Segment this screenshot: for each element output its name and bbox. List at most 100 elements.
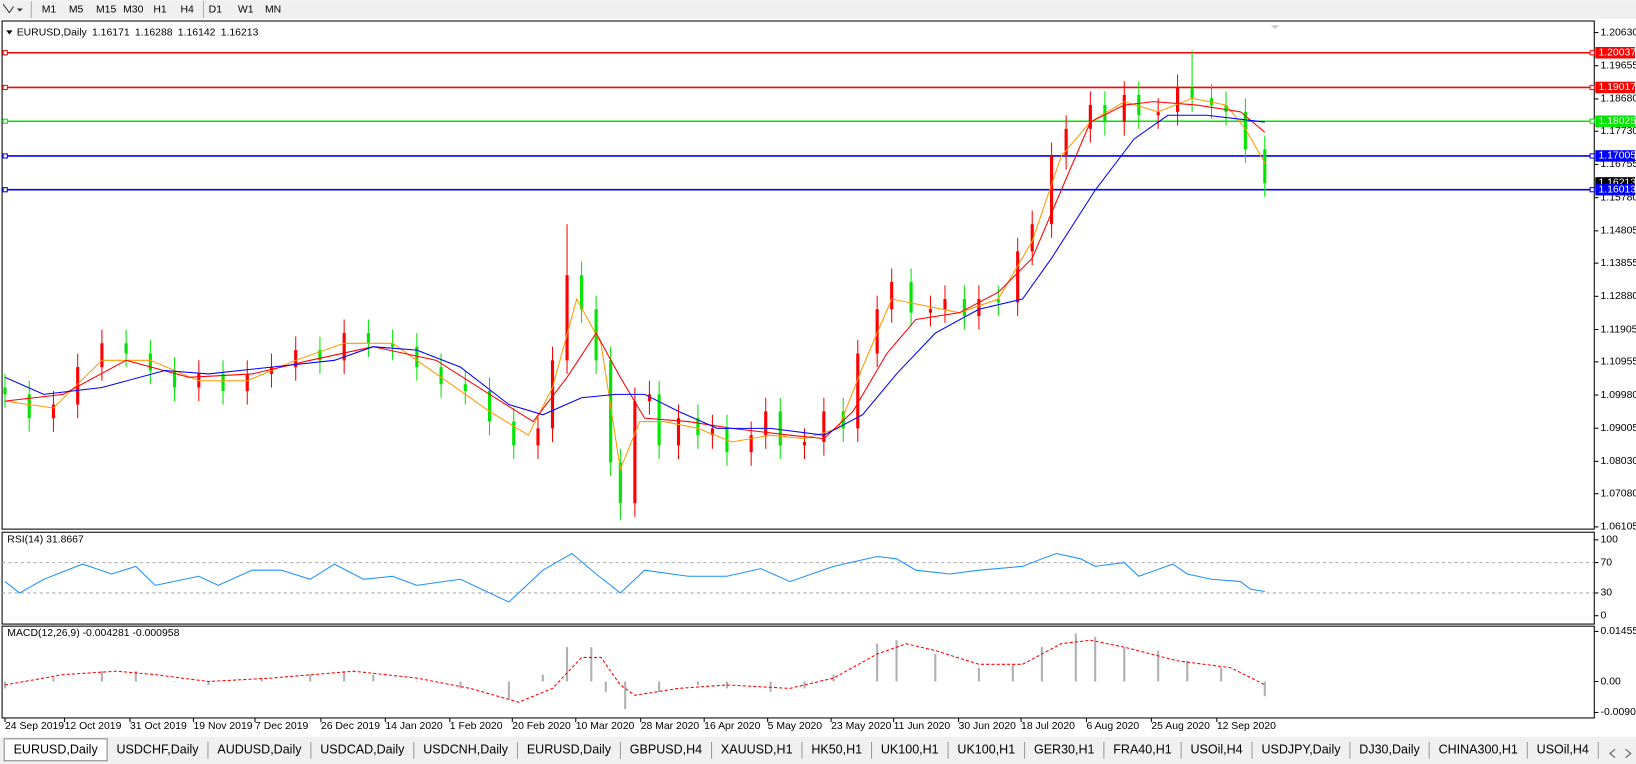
toolbar-dropdown[interactable] (16, 8, 23, 12)
level-handle (1589, 50, 1595, 56)
y-tick-label: 1.18680 (1601, 94, 1636, 105)
y-tick-label: 1.07080 (1601, 488, 1636, 499)
level-label: 1.17005 (1598, 151, 1636, 162)
tab-label[interactable]: USDCHF,Daily (117, 743, 200, 757)
macd-bar (725, 681, 728, 689)
tab[interactable]: GBPUSD,H4 (620, 739, 713, 761)
tab[interactable]: AUDUSD,Daily (208, 739, 312, 761)
tab[interactable]: USOil,H4 (1527, 739, 1599, 761)
ohlc-value: 1.16142 (178, 27, 216, 38)
candle-body (1176, 88, 1180, 112)
tab-label[interactable]: XAUUSD,H1 (721, 743, 793, 757)
tab-label[interactable]: USOil,H4 (1537, 743, 1589, 757)
macd-bar (977, 667, 980, 682)
macd-bar (415, 681, 418, 683)
candle-body (342, 333, 346, 361)
timeframe-button[interactable]: M1 (42, 4, 57, 15)
tab-label[interactable]: GER30,H1 (1034, 743, 1095, 757)
candle-body (1263, 149, 1267, 184)
tab[interactable]: CHINA300,H1 (1429, 739, 1528, 761)
candle-body (977, 299, 981, 317)
x-tick-label: 23 May 2020 (831, 721, 891, 732)
tab-label[interactable]: EURUSD,Daily (527, 743, 612, 757)
timeframe-button[interactable]: H4 (181, 4, 195, 15)
macd-bar (934, 654, 937, 682)
y-tick-label: 0.00 (1601, 676, 1621, 687)
level-label: 1.16013 (1598, 184, 1636, 195)
tab-label[interactable]: USOil,H4 (1190, 743, 1242, 757)
tab[interactable]: UK100,H1 (872, 739, 949, 761)
candle-body (618, 462, 622, 504)
macd-bar (1186, 660, 1189, 682)
candle-body (890, 282, 894, 310)
timeframe-button[interactable]: MN (265, 4, 281, 15)
macd-bar (309, 674, 312, 682)
x-tick-label: 16 Apr 2020 (704, 721, 760, 732)
macd-bar (624, 681, 627, 710)
tab[interactable]: USOil,H4 (1181, 739, 1253, 761)
toolbar-icon[interactable] (2, 3, 14, 14)
tab[interactable]: USDJPY,Daily (1252, 739, 1351, 761)
macd-bar (207, 681, 210, 685)
tab-label[interactable]: USDCAD,Daily (320, 743, 405, 757)
level-label-box (1595, 150, 1635, 162)
tab-label[interactable]: CHINA300,H1 (1439, 743, 1518, 757)
candle-body (1050, 156, 1054, 225)
ohlc-value: 1.16213 (221, 27, 259, 38)
tab[interactable]: EURUSD,Daily (3, 738, 108, 762)
y-tick-label: 1.14805 (1601, 226, 1636, 237)
y-tick-label: 1.11905 (1601, 324, 1636, 335)
macd-bar (541, 674, 544, 682)
timeframe-button[interactable]: M15 (96, 4, 116, 15)
tab-label[interactable]: FRA40,H1 (1113, 743, 1171, 757)
candle-body (657, 394, 661, 446)
current-price-box (1595, 177, 1635, 189)
candle-body (415, 346, 419, 368)
level-label: 1.18025 (1598, 116, 1636, 127)
indicator-title: MACD(12,26,9) -0.004281 -0.000958 (7, 628, 179, 639)
macd-bar (604, 681, 607, 692)
tab-label[interactable]: UK100,H1 (957, 743, 1015, 757)
tab[interactable]: XAUUSD,H1 (712, 739, 803, 761)
tab-scroll[interactable] (1609, 748, 1632, 759)
candle-body (647, 394, 651, 402)
tab[interactable]: GER30,H1 (1025, 739, 1105, 761)
tab[interactable]: HK50,H1 (802, 739, 873, 761)
ohlc-value: 1.16288 (135, 27, 173, 38)
y-tick-label: 1.13855 (1601, 258, 1636, 269)
candle-body (76, 367, 80, 405)
macd-bar (832, 674, 835, 682)
tab[interactable]: USDCAD,Daily (311, 739, 415, 761)
tab-label[interactable]: EURUSD,Daily (14, 743, 99, 757)
tab[interactable]: FRA40,H1 (1104, 739, 1182, 761)
timeframe-button[interactable]: H1 (153, 4, 167, 15)
macd-bar (1040, 647, 1043, 682)
tab-label[interactable]: USDCNH,Daily (423, 743, 509, 757)
timeframe-button[interactable]: D1 (209, 4, 223, 15)
tab-label[interactable]: UK100,H1 (881, 743, 939, 757)
y-tick-label: 0.014556 (1601, 626, 1636, 637)
tab[interactable]: USDCNH,Daily (414, 739, 518, 761)
macd-bar (566, 647, 569, 682)
timeframe-button[interactable]: M30 (123, 4, 143, 15)
tab-label[interactable]: AUDUSD,Daily (217, 743, 302, 757)
tab-label[interactable]: USDJPY,Daily (1261, 743, 1341, 757)
tab-label[interactable]: GBPUSD,H4 (630, 743, 702, 757)
tab[interactable]: UK100,H1 (948, 739, 1026, 761)
tab-label[interactable]: DJ30,Daily (1359, 743, 1420, 757)
macd-bar (1123, 647, 1126, 682)
candle-body (294, 350, 298, 368)
candle-body (565, 275, 569, 361)
level-handle (1589, 187, 1595, 193)
tab[interactable]: EURUSD,Daily (517, 739, 621, 761)
level-label-box (1595, 81, 1635, 94)
timeframe-button[interactable]: W1 (238, 4, 254, 15)
x-tick-label: 19 Nov 2019 (193, 721, 252, 732)
timeframe-button[interactable]: M5 (69, 4, 84, 15)
tab[interactable]: DJ30,Daily (1350, 739, 1430, 761)
level-label-box (1595, 47, 1635, 59)
tab[interactable]: USDCHF,Daily (107, 739, 209, 761)
tab-label[interactable]: HK50,H1 (811, 743, 862, 757)
y-tick-label: 1.12880 (1601, 291, 1636, 302)
rsi-panel (1, 531, 1595, 625)
